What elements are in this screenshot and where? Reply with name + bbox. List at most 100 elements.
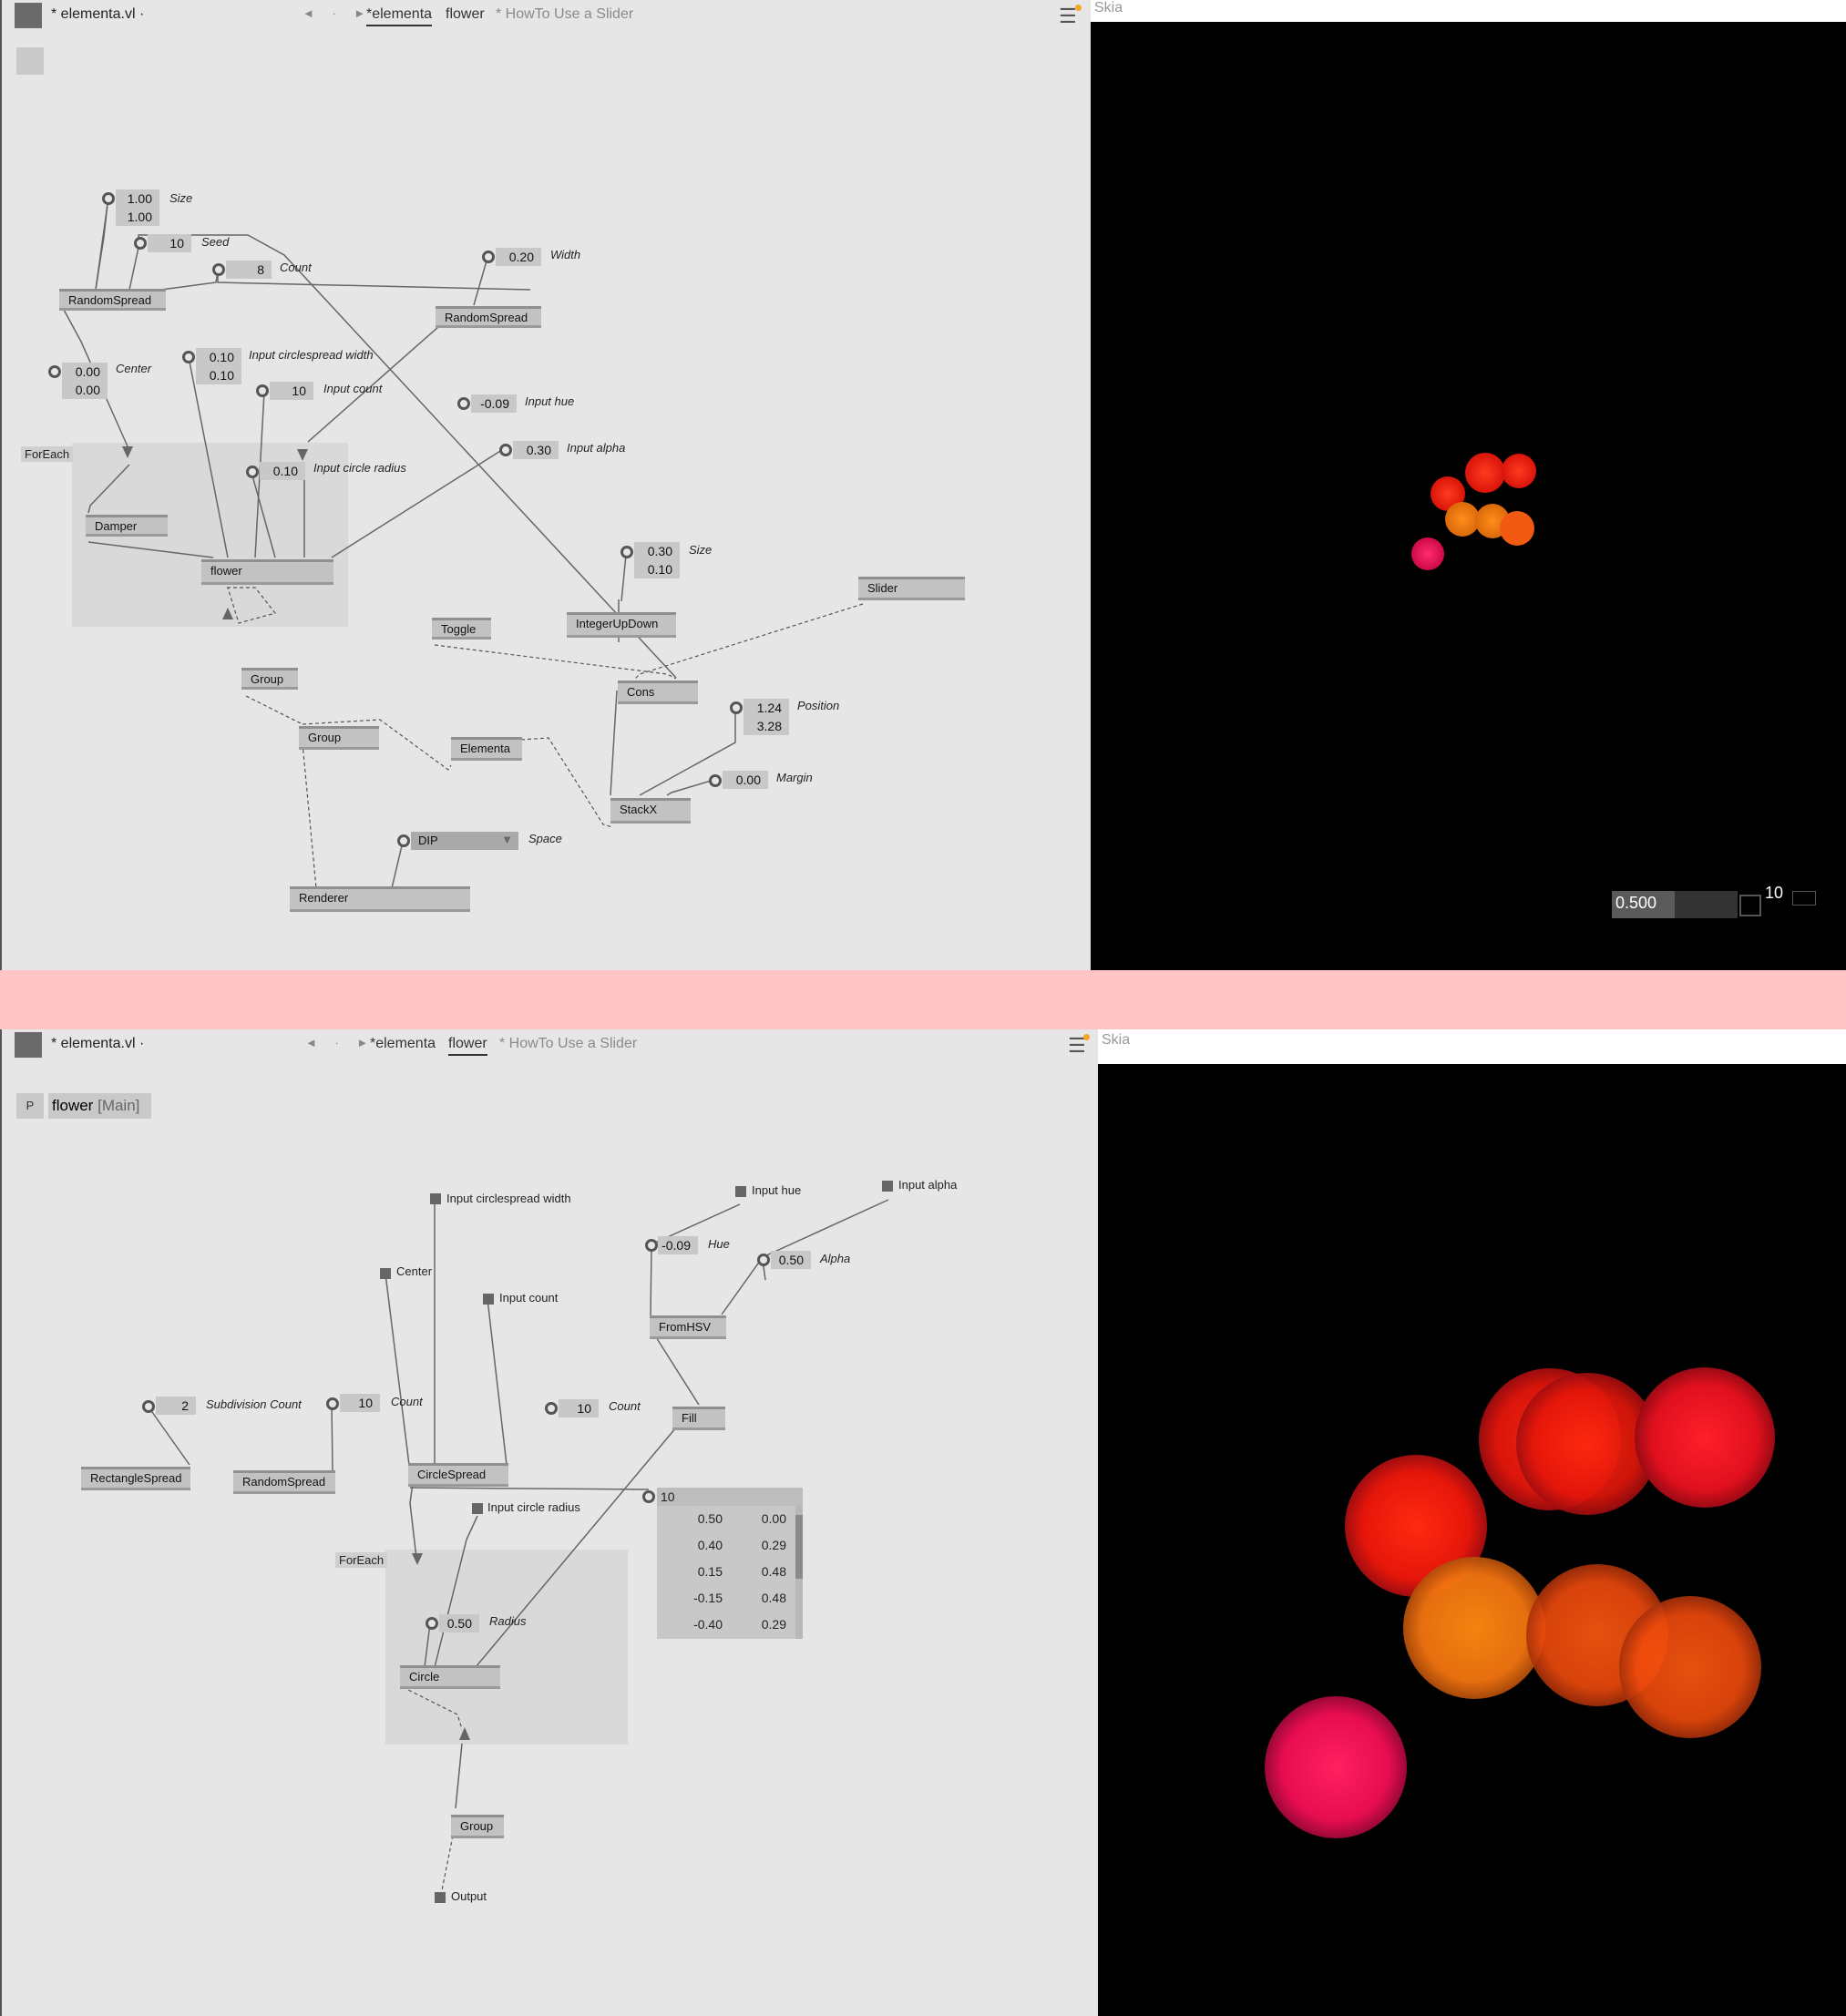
top-iobox-center[interactable]: 0.00 0.00 (62, 363, 108, 399)
top-pin-count[interactable] (212, 263, 225, 276)
bottom-pin-radius[interactable] (426, 1617, 438, 1630)
top-pin-space[interactable] (397, 834, 410, 847)
spread-row[interactable]: -0.40 0.29 (657, 1613, 794, 1633)
top-iobox-input-hue[interactable]: -0.09 (471, 394, 517, 413)
top-main-menu-button[interactable] (15, 3, 42, 28)
top-iobox-size[interactable]: 1.00 1.00 (116, 189, 159, 226)
top-tab-flower[interactable]: flower (446, 6, 485, 22)
top-iobox-width[interactable]: 0.20 (496, 248, 541, 266)
bottom-pad-circlespread-width[interactable] (430, 1193, 441, 1204)
bottom-node-circle[interactable]: Circle (400, 1665, 500, 1689)
top-iobox-circle-radius[interactable]: 0.10 (260, 462, 305, 480)
bottom-node-circlespread[interactable]: CircleSpread (408, 1463, 508, 1487)
top-node-group-2[interactable]: Group (299, 726, 379, 750)
top-node-renderer[interactable]: Renderer (290, 886, 470, 912)
bottom-iobox-alpha[interactable]: 0.50 (771, 1251, 811, 1269)
top-nav-arrows[interactable]: ◄ · ► (303, 6, 374, 20)
top-node-group-1[interactable]: Group (241, 668, 298, 690)
top-render-window[interactable]: Skia 0.500 10 (1091, 0, 1846, 970)
top-pin-circlespread-width[interactable] (182, 351, 195, 363)
bottom-pin-subdivision[interactable] (142, 1400, 155, 1413)
top-node-randomspread-2[interactable]: RandomSpread (436, 306, 541, 328)
bottom-node-randomspread[interactable]: RandomSpread (233, 1470, 335, 1494)
bottom-main-menu-button[interactable] (15, 1032, 42, 1058)
bottom-tab-howto-slider[interactable]: * HowTo Use a Slider (499, 1036, 638, 1051)
top-dropdown-space[interactable]: DIP ▼ (411, 832, 518, 850)
top-overlay-slider[interactable]: 0.500 (1612, 891, 1738, 918)
bottom-patch-name[interactable]: flower [Main] (48, 1093, 151, 1119)
bottom-nav-arrows[interactable]: ◄ · ► (305, 1036, 376, 1049)
top-tab-howto-slider[interactable]: * HowTo Use a Slider (496, 6, 634, 22)
top-pin-input-alpha[interactable] (499, 444, 512, 456)
top-pin-input-count[interactable] (256, 384, 269, 397)
top-node-flower[interactable]: flower (201, 559, 333, 585)
bottom-pin-alpha[interactable] (757, 1254, 770, 1266)
bottom-document-title[interactable]: * elementa.vl · (51, 1036, 145, 1051)
top-iobox-position[interactable]: 1.24 3.28 (744, 699, 789, 735)
bottom-node-rectanglespread[interactable]: RectangleSpread (81, 1467, 190, 1490)
top-overlay-toggle[interactable] (1739, 895, 1761, 916)
bottom-pad-output[interactable] (435, 1892, 446, 1903)
spread-row[interactable]: -0.15 0.48 (657, 1587, 794, 1607)
top-iobox-size2[interactable]: 0.30 0.10 (634, 542, 680, 578)
bottom-foreach-region[interactable] (385, 1550, 628, 1745)
top-pin-circle-radius[interactable] (246, 466, 259, 478)
spread-row[interactable]: 0.40 0.29 (657, 1534, 794, 1554)
top-node-randomspread-1[interactable]: RandomSpread (59, 289, 166, 311)
top-pin-margin[interactable] (709, 774, 722, 787)
top-hamburger-menu-icon[interactable]: ☰ (1059, 5, 1077, 27)
top-patch-editor[interactable]: * elementa.vl · ◄ · ► *elementa flower *… (0, 0, 1091, 970)
bottom-iobox-hue[interactable]: -0.09 (658, 1236, 698, 1254)
bottom-node-fill[interactable]: Fill (672, 1407, 725, 1430)
bottom-iobox-subdivision[interactable]: 2 (156, 1397, 196, 1415)
bottom-pin-hue[interactable] (645, 1239, 658, 1252)
bottom-patch-editor[interactable]: * elementa.vl · ◄ · ► *elementa flower *… (0, 1029, 1098, 2016)
bottom-iobox-count-2[interactable]: 10 (559, 1399, 599, 1417)
top-iobox-circlespread-width[interactable]: 0.10 0.10 (196, 348, 241, 384)
top-node-stackx[interactable]: StackX (610, 798, 691, 824)
spread-scroll-thumb[interactable] (795, 1515, 803, 1579)
top-pin-size[interactable] (102, 192, 115, 205)
bottom-node-fromhsv[interactable]: FromHSV (650, 1315, 726, 1339)
bottom-iobox-radius[interactable]: 0.50 (439, 1614, 479, 1632)
top-document-title[interactable]: * elementa.vl · (51, 6, 145, 22)
bottom-pad-circle-radius[interactable] (472, 1503, 483, 1514)
top-iobox-input-alpha[interactable]: 0.30 (513, 441, 559, 459)
bottom-node-group[interactable]: Group (451, 1815, 504, 1838)
top-iobox-margin[interactable]: 0.00 (723, 771, 768, 789)
bottom-tab-elementa[interactable]: *elementa (370, 1036, 436, 1051)
bottom-iobox-count-1[interactable]: 10 (340, 1394, 380, 1412)
bottom-pin-count-1[interactable] (326, 1397, 339, 1410)
top-iobox-seed[interactable]: 10 (148, 234, 191, 252)
bottom-tab-flower[interactable]: flower (448, 1036, 487, 1056)
bottom-spread-iobox[interactable]: 10 0.50 0.00 0.40 0.29 0.15 0.48 -0.15 0.48 -0.4… (657, 1488, 803, 1639)
bottom-hamburger-menu-icon[interactable]: ☰ (1068, 1034, 1086, 1057)
spread-row[interactable]: 0.50 0.00 (657, 1508, 794, 1528)
bottom-render-window[interactable]: Skia (1098, 1029, 1846, 2016)
top-tab-elementa[interactable]: *elementa (366, 6, 433, 26)
top-node-elementa[interactable]: Elementa (451, 737, 522, 761)
bottom-pin-spread[interactable] (642, 1490, 655, 1503)
top-pin-center[interactable] (48, 365, 61, 378)
top-node-slider[interactable]: Slider (858, 577, 965, 600)
bottom-pad-center[interactable] (380, 1268, 391, 1279)
top-overlay-integer[interactable]: 10 (1765, 884, 1784, 902)
bottom-patch-p-button[interactable]: P (16, 1093, 44, 1119)
top-overlay-updown-icon[interactable] (1792, 891, 1816, 906)
bottom-pad-input-count[interactable] (483, 1294, 494, 1305)
top-node-damper[interactable]: Damper (86, 515, 168, 537)
top-pin-input-hue[interactable] (457, 397, 470, 410)
bottom-pin-count-2[interactable] (545, 1402, 558, 1415)
bottom-pad-input-alpha[interactable] (882, 1181, 893, 1192)
top-node-toggle[interactable]: Toggle (432, 618, 491, 640)
top-node-cons[interactable]: Cons (618, 681, 698, 704)
top-pin-seed[interactable] (134, 237, 147, 250)
bottom-pad-input-hue[interactable] (735, 1186, 746, 1197)
top-iobox-count[interactable]: 8 (226, 261, 272, 279)
top-iobox-input-count[interactable]: 10 (270, 382, 313, 400)
spread-row[interactable]: 0.15 0.48 (657, 1561, 794, 1581)
top-patch-button[interactable] (16, 47, 44, 75)
top-pin-position[interactable] (730, 701, 743, 714)
top-pin-width[interactable] (482, 251, 495, 263)
top-pin-size2[interactable] (620, 546, 633, 558)
